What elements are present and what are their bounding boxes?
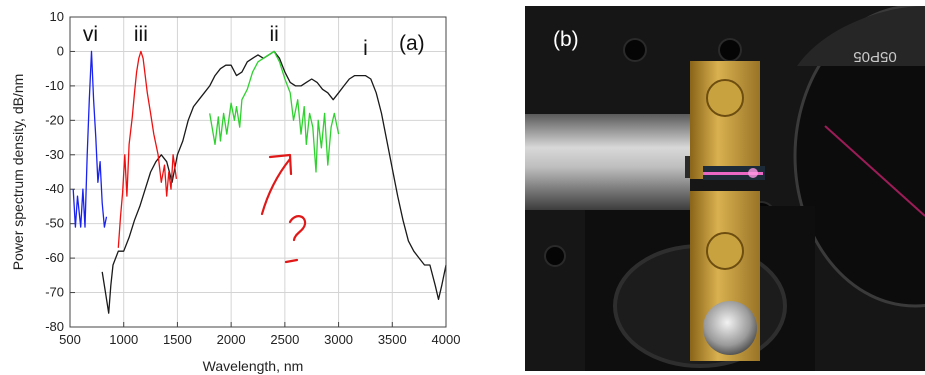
series-line-iii	[117, 50, 178, 248]
lens-marking: 05P05	[853, 48, 896, 65]
y-tick-label: -70	[45, 285, 64, 300]
handwritten-annotation	[260, 153, 307, 264]
x-tick-label: 3500	[378, 332, 407, 347]
experimental-setup-photo: 05P05	[525, 6, 925, 371]
annotation-arrow	[260, 157, 292, 216]
curve-label-i: i	[363, 37, 368, 60]
spectrum-chart: 500 1000 1500 2000 2500 3000 3500 4000 10 0 -10 -20…	[10, 9, 460, 374]
x-tick-label: 2000	[217, 332, 246, 347]
upper-brass-screw	[706, 79, 744, 117]
photo-panel-label: (b)	[553, 28, 579, 51]
y-tick-label: -20	[45, 112, 64, 127]
series-line-vi	[72, 50, 108, 228]
axis-ticks	[69, 16, 447, 328]
x-tick-label: 1500	[163, 332, 192, 347]
x-axis-title: Wavelength, nm	[203, 358, 304, 374]
grid-lines	[69, 16, 447, 328]
laser-glow	[703, 172, 763, 175]
x-tick-label: 4000	[432, 332, 461, 347]
y-tick-label: 10	[50, 9, 64, 24]
chart-panel-label: (a)	[399, 32, 425, 55]
series-layer	[72, 50, 447, 314]
annotation-dot	[284, 258, 299, 264]
annotation-arrow-head	[268, 153, 293, 176]
y-tick-label: -60	[45, 250, 64, 265]
curve-label-iii: iii	[134, 23, 148, 46]
y-tick-label: -50	[45, 216, 64, 231]
photo-panel: (b)	[525, 6, 925, 371]
series-line-ii	[209, 50, 340, 173]
spectrum-chart-panel: 500 1000 1500 2000 2500 3000 3500 4000 10 0 -10 -20…	[10, 9, 460, 374]
y-tick-label: -10	[45, 78, 64, 93]
y-tick-label: -80	[45, 319, 64, 334]
curve-label-ii: ii	[269, 23, 278, 46]
y-axis-title: Power spectrum density, dB/nm	[10, 74, 26, 271]
tick-labels: 500 1000 1500 2000 2500 3000 3500 4000 10 0 -10 -20…	[45, 9, 460, 347]
upper-brass-clamp	[690, 61, 760, 179]
y-tick-label: -30	[45, 147, 64, 162]
plot-frame	[69, 16, 447, 328]
fiber-ferrule	[525, 114, 690, 210]
x-tick-label: 1000	[109, 332, 138, 347]
x-tick-label: 2500	[270, 332, 299, 347]
x-tick-label: 3000	[324, 332, 353, 347]
y-tick-label: -40	[45, 181, 64, 196]
annotation-question-mark	[288, 215, 307, 242]
lower-brass-screw	[706, 232, 744, 270]
laser-spot	[748, 168, 758, 178]
x-tick-label: 500	[59, 332, 81, 347]
y-tick-label: 0	[57, 43, 64, 58]
silver-screw	[703, 301, 757, 355]
curve-label-vi: vi	[83, 23, 98, 46]
lens-barrel: 05P05	[793, 6, 925, 308]
